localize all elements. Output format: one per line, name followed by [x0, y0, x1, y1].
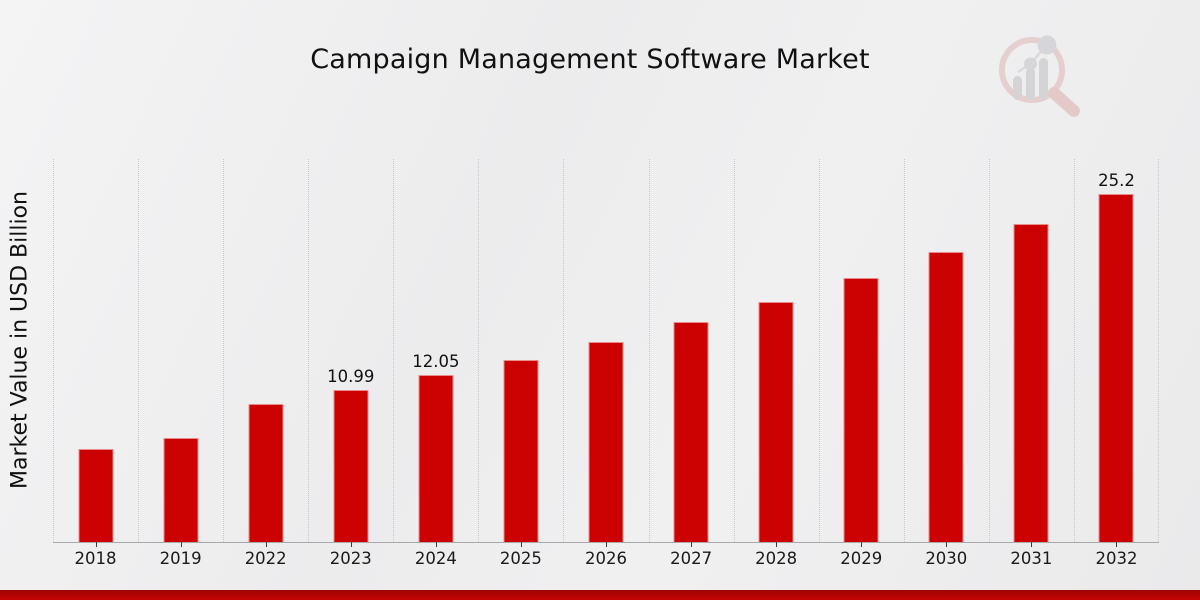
bar — [928, 251, 964, 542]
category-column: 10.99 2023 — [308, 155, 393, 568]
axis-tick — [606, 542, 607, 547]
bar — [163, 438, 199, 542]
category-column: 25.2 2032 — [1073, 155, 1159, 568]
axis-tick — [946, 542, 948, 547]
bar-value-label: 10.99 — [327, 367, 375, 387]
y-axis-label: Market Value in USD Billion — [7, 190, 33, 490]
axis-tick — [861, 542, 863, 547]
gridline — [818, 159, 820, 542]
gridline — [988, 159, 990, 542]
axis-tick — [95, 542, 97, 547]
category-column: 12.05 2024 — [393, 155, 478, 568]
category-column: 2027 — [648, 155, 734, 568]
bar — [1013, 224, 1049, 542]
x-tick-label: 2029 — [840, 549, 883, 568]
x-tick-label: 2032 — [1095, 549, 1138, 568]
plot-area: 2018 2019 2022 10.99 2023 12.05 2024 2025 2026 20… — [53, 155, 1159, 568]
gridline — [223, 159, 225, 542]
gridline — [138, 159, 140, 542]
axis-tick — [265, 542, 267, 547]
bar — [843, 278, 879, 542]
bar — [588, 341, 624, 542]
bar-value-label: 12.05 — [412, 352, 460, 372]
x-tick-label: 2031 — [1010, 549, 1053, 568]
axis-tick — [180, 542, 182, 547]
magnifier-bar-chart-logo-icon — [999, 35, 1080, 117]
gridline — [563, 159, 565, 542]
bottom-accent-strip — [0, 590, 1200, 600]
gridline — [733, 159, 735, 542]
category-column: 2025 — [478, 155, 563, 568]
bar — [758, 301, 794, 542]
x-tick-label: 2022 — [244, 549, 287, 568]
axis-tick — [350, 542, 352, 547]
gridline — [648, 159, 650, 542]
category-column: 2018 — [53, 155, 138, 568]
gridline — [393, 159, 395, 542]
x-tick-label: 2019 — [159, 549, 202, 568]
bar-value-label: 25.2 — [1098, 170, 1135, 190]
category-column: 2031 — [988, 155, 1074, 568]
axis-tick — [776, 542, 778, 547]
gridline — [478, 159, 480, 542]
axis-tick — [435, 542, 437, 547]
axis-tick — [691, 542, 693, 547]
x-tick-label: 2028 — [755, 549, 798, 568]
bar — [1098, 193, 1134, 542]
axis-tick — [1031, 542, 1033, 547]
gridline — [53, 159, 54, 542]
category-column: 2022 — [223, 155, 308, 568]
x-tick-label: 2025 — [499, 549, 542, 568]
x-tick-label: 2023 — [329, 549, 372, 568]
category-column: 2029 — [818, 155, 904, 568]
bar — [503, 359, 539, 542]
bar — [248, 403, 284, 542]
bar — [78, 449, 114, 542]
gridline — [308, 159, 310, 542]
category-column: 2026 — [563, 155, 648, 568]
x-tick-label: 2027 — [670, 549, 713, 568]
gridline — [903, 159, 905, 542]
x-tick-label: 2018 — [74, 549, 117, 568]
category-column: 2030 — [903, 155, 989, 568]
axis-tick — [520, 542, 522, 547]
gridline — [1073, 159, 1075, 542]
x-tick-label: 2026 — [585, 549, 627, 568]
bar — [333, 390, 369, 542]
bar — [418, 375, 454, 542]
gridline — [1158, 159, 1159, 542]
axis-tick — [1116, 542, 1118, 547]
category-column: 2028 — [733, 155, 819, 568]
x-tick-label: 2030 — [925, 549, 968, 568]
category-column: 2019 — [138, 155, 223, 568]
chart-title: Campaign Management Software Market — [310, 44, 870, 75]
bar — [673, 322, 709, 542]
x-tick-label: 2024 — [414, 549, 457, 568]
